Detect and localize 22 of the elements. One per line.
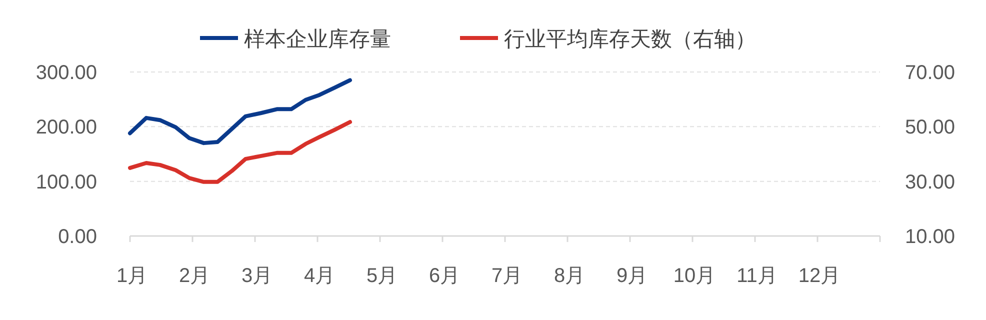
ytick: 100.00 [36, 171, 97, 194]
xtick: 4月 [304, 265, 336, 287]
y2tick: 30.00 [905, 171, 956, 194]
xtick: 10月 [673, 265, 716, 287]
xtick: 8月 [554, 265, 586, 287]
legend-label: 行业平均库存天数（右轴） [504, 28, 756, 51]
xtick: 1月 [116, 265, 148, 287]
y2tick: 70.00 [905, 62, 956, 84]
xtick: 7月 [491, 265, 523, 287]
y2tick: 10.00 [905, 226, 956, 248]
xtick: 9月 [616, 265, 648, 287]
ytick: 0.00 [58, 226, 97, 248]
ytick: 300.00 [36, 62, 97, 84]
xtick: 2月 [178, 265, 210, 287]
xtick: 11月 [736, 265, 778, 287]
ytick: 200.00 [36, 116, 97, 139]
xtick: 6月 [428, 265, 460, 287]
y2tick: 50.00 [905, 116, 956, 139]
xtick: 12月 [798, 265, 841, 287]
xtick: 5月 [366, 265, 398, 287]
xtick: 3月 [241, 265, 273, 287]
legend-label: 样本企业库存量 [244, 28, 391, 51]
